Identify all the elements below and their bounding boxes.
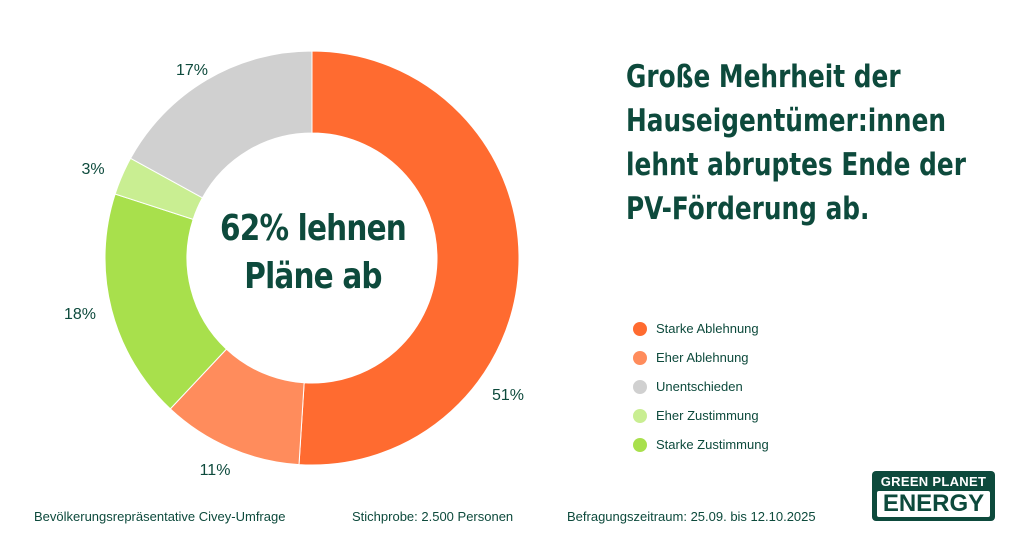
donut-chart: 51% 11% 18% 3% 17% — [64, 50, 524, 479]
headline-line: lehnt abruptes Ende der — [626, 147, 966, 183]
center-label-line: Pläne ab — [244, 256, 382, 297]
data-label: 17% — [176, 62, 208, 79]
logo-bottom: ENERGY — [877, 491, 990, 517]
headline-line: PV-Förderung ab. — [626, 191, 870, 227]
data-label: 3% — [81, 161, 104, 178]
legend-label: Unentschieden — [656, 379, 743, 394]
footer-sample: Stichprobe: 2.500 Personen — [352, 509, 514, 524]
legend-swatch — [633, 321, 647, 336]
headline: Große Mehrheit der Hauseigentümer:innen … — [626, 55, 994, 231]
legend-swatch — [633, 379, 647, 394]
legend-item: Starke Ablehnung — [633, 314, 769, 343]
donut-slice-starke-ablehnung — [298, 50, 520, 466]
legend-item: Eher Zustimmung — [633, 401, 769, 430]
center-label-line: 62% lehnen — [220, 208, 407, 249]
data-label: 11% — [200, 462, 231, 479]
footer-survey: Bevölkerungsrepräsentative Civey-Umfrage — [34, 509, 286, 524]
legend-item: Starke Zustimmung — [633, 430, 769, 459]
footer-period: Befragungszeitraum: 25.09. bis 12.10.202… — [567, 509, 816, 524]
legend-label: Starke Ablehnung — [656, 321, 759, 336]
legend-label: Eher Zustimmung — [656, 408, 759, 423]
legend: Starke Ablehnung Eher Ablehnung Unentsch… — [633, 314, 769, 459]
legend-label: Eher Ablehnung — [656, 350, 749, 365]
center-label: 62% lehnen Pläne ab — [211, 205, 416, 301]
data-label: 18% — [64, 306, 96, 323]
green-planet-energy-logo: GREEN PLANET ENERGY — [872, 471, 995, 521]
legend-item: Unentschieden — [633, 372, 769, 401]
legend-swatch — [633, 408, 647, 423]
headline-line: Hauseigentümer:innen — [626, 103, 947, 139]
donut-slice-unentschieden — [129, 50, 313, 199]
logo-top: GREEN PLANET — [880, 474, 987, 489]
headline-line: Große Mehrheit der — [626, 59, 901, 95]
legend-item: Eher Ablehnung — [633, 343, 769, 372]
legend-swatch — [633, 350, 647, 365]
data-label: 51% — [492, 387, 524, 404]
legend-swatch — [633, 437, 647, 452]
legend-label: Starke Zustimmung — [656, 437, 769, 452]
